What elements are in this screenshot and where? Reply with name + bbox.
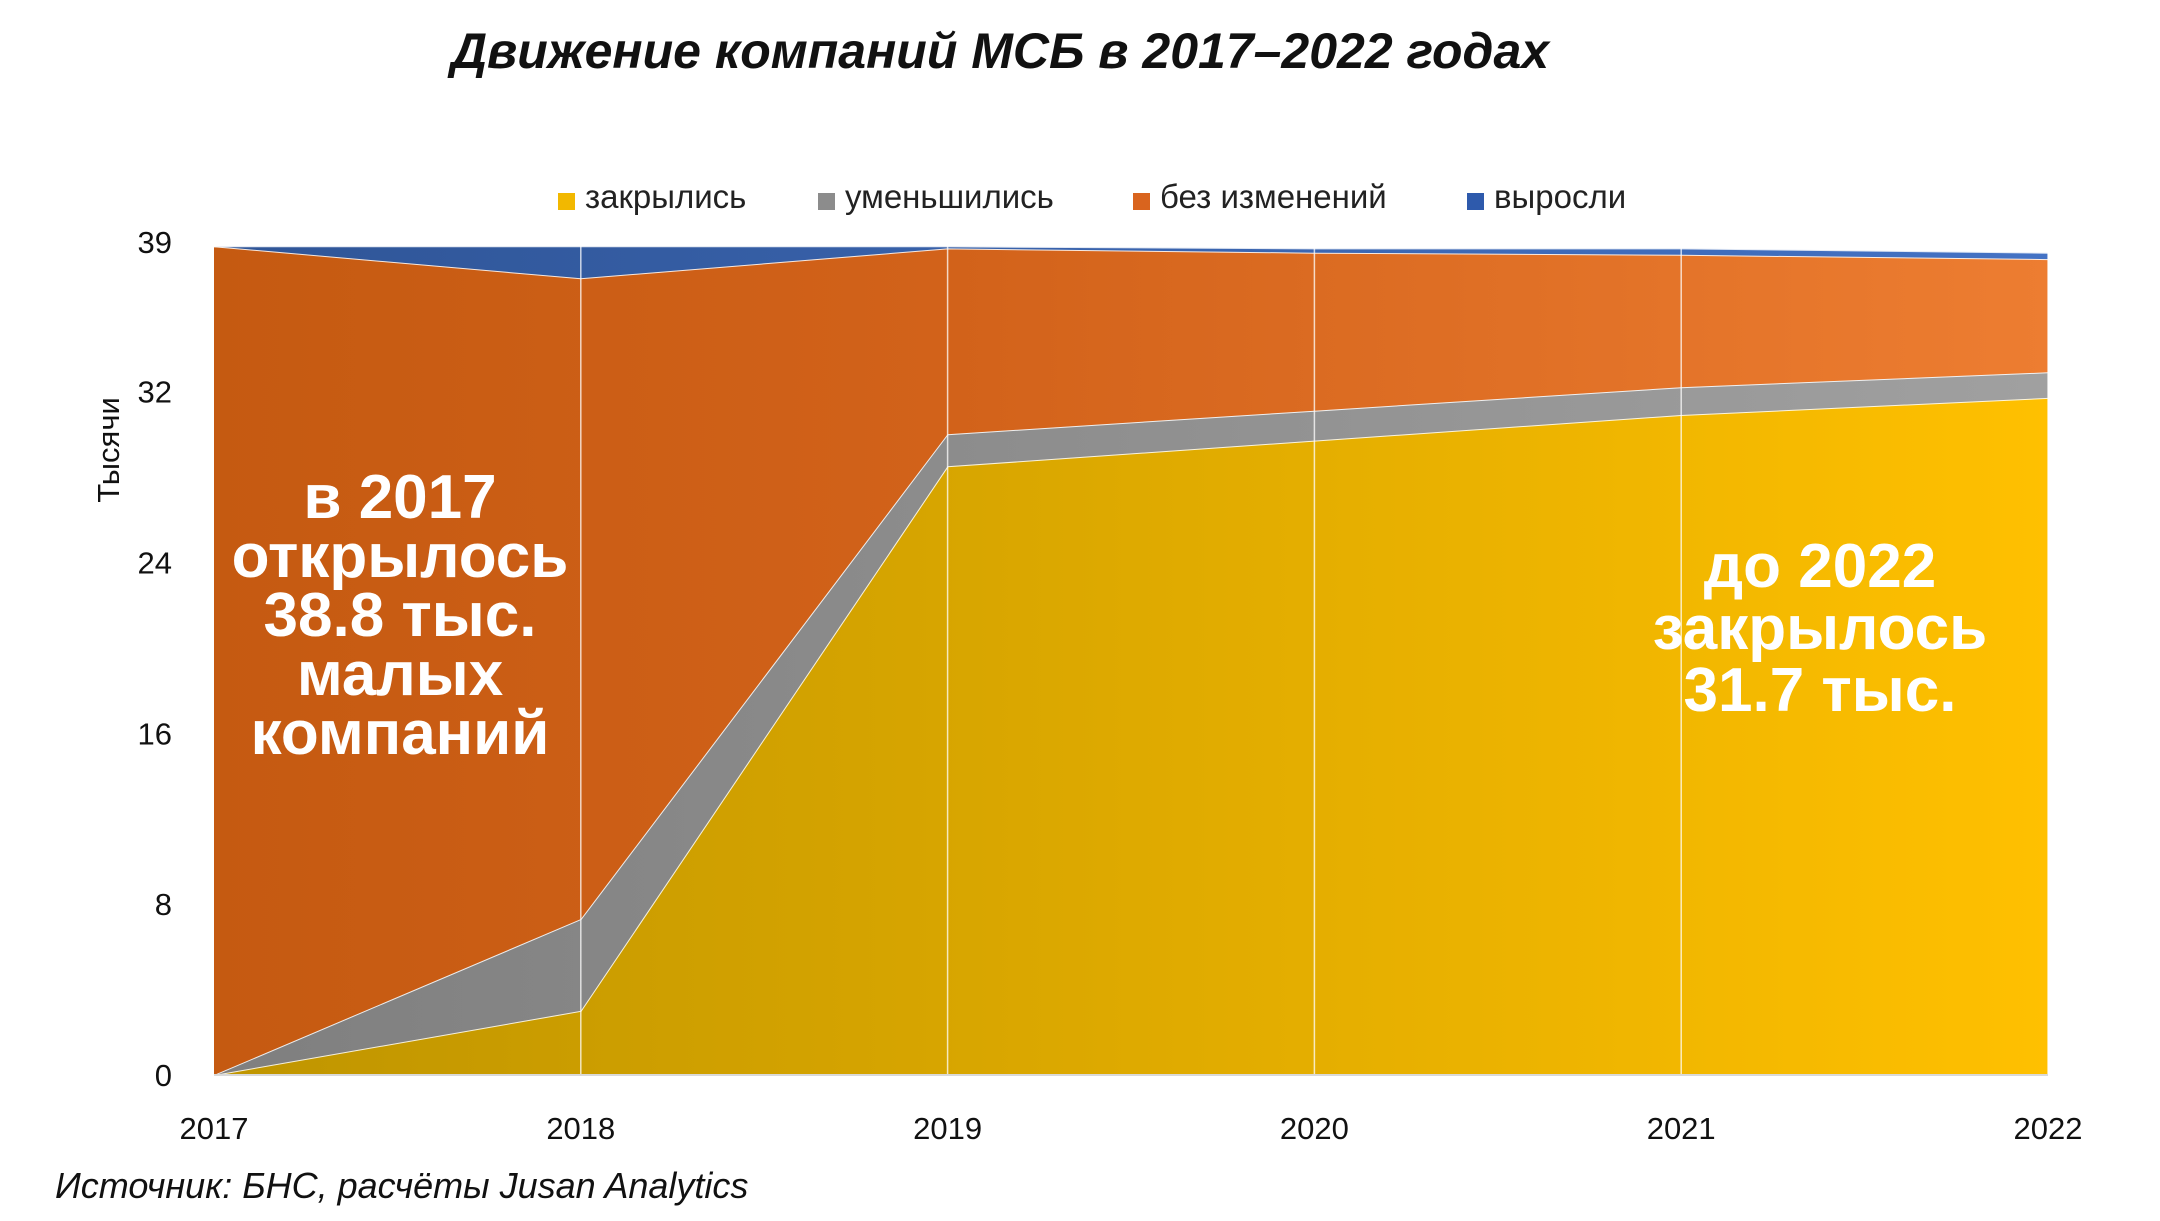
- legend-item-unchanged: без изменений: [1133, 178, 1387, 215]
- chart-title: Движение компаний МСБ в 2017–2022 годах: [447, 23, 1551, 79]
- annotation-line: закрылось: [1653, 594, 1988, 663]
- y-tick-label: 39: [138, 225, 172, 260]
- annotation-opened-2017: в 2017 открылось 38.8 тыс. малых компаний: [232, 463, 569, 768]
- legend-item-grew: выросли: [1467, 178, 1626, 215]
- area-grew-edge: [214, 245, 2049, 254]
- y-tick-label: 0: [155, 1058, 172, 1093]
- area-closed: [214, 397, 2048, 1075]
- area-unchanged: [214, 246, 2048, 1076]
- source-note: Источник: БНС, расчёты Jusan Analytics: [55, 1165, 748, 1206]
- annotation-closed-2022: до 2022 закрылось 31.7 тыс.: [1653, 532, 1988, 725]
- legend-label-grew: выросли: [1494, 178, 1626, 215]
- annotation-line: 31.7 тыс.: [1684, 656, 1957, 725]
- legend-swatch-closed: [558, 193, 575, 210]
- legend-label-shrunk: уменьшились: [845, 178, 1054, 215]
- legend-label-closed: закрылись: [585, 178, 746, 215]
- annotation-line: открылось: [232, 522, 569, 591]
- x-tick-label: 2022: [2014, 1111, 2083, 1146]
- y-ticks: 0 8 16 24 32 39: [138, 225, 172, 1093]
- y-tick-label: 8: [155, 887, 172, 922]
- x-tick-label: 2019: [913, 1111, 982, 1146]
- x-tick-label: 2017: [180, 1111, 249, 1146]
- area-shrunk: [214, 372, 2048, 1075]
- legend-item-shrunk: уменьшились: [818, 178, 1054, 215]
- annotation-line: до 2022: [1704, 532, 1936, 601]
- plot-areas: [213, 245, 2049, 1076]
- annotation-line: в 2017: [303, 463, 496, 532]
- y-tick-label: 32: [138, 375, 172, 410]
- area-grew: [214, 246, 2048, 279]
- annotation-line: малых: [297, 640, 504, 709]
- annotation-line: 38.8 тыс.: [264, 581, 537, 650]
- x-tick-label: 2018: [546, 1111, 615, 1146]
- legend-swatch-unchanged: [1133, 193, 1150, 210]
- gridlines: [214, 242, 2049, 1076]
- x-tick-label: 2020: [1280, 1111, 1349, 1146]
- x-ticks: 2017 2018 2019 2020 2021 2022: [180, 1111, 2083, 1146]
- y-tick-label: 16: [138, 716, 172, 751]
- annotation-line: компаний: [251, 699, 550, 768]
- y-axis-label: Тысячи: [91, 397, 126, 503]
- legend-swatch-grew: [1467, 193, 1484, 210]
- legend: закрылись уменьшились без изменений выро…: [558, 178, 1626, 215]
- legend-label-unchanged: без изменений: [1160, 178, 1387, 215]
- legend-swatch-shrunk: [818, 193, 835, 210]
- y-tick-label: 24: [138, 545, 172, 580]
- x-tick-label: 2021: [1647, 1111, 1716, 1146]
- legend-item-closed: закрылись: [558, 178, 746, 215]
